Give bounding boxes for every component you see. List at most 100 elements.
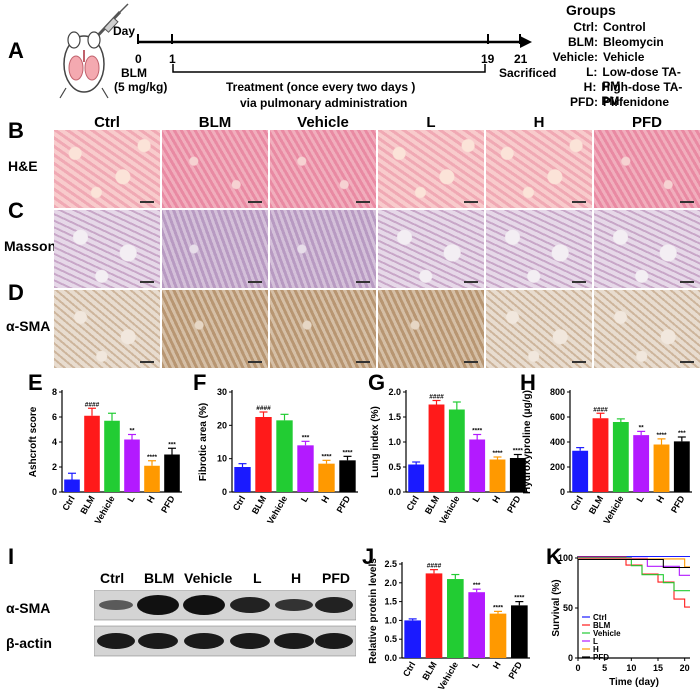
bar-pfd — [511, 605, 528, 658]
histology-column-l: L — [426, 114, 436, 131]
bar-l — [124, 439, 140, 492]
scale-bar — [248, 201, 262, 203]
asma-image-vehicle — [270, 290, 376, 368]
y-axis-label: Ashcroft score — [28, 406, 39, 477]
groups-legend-name: Pirfenidone — [603, 95, 670, 109]
he-image-pfd — [594, 130, 700, 208]
bar-blm — [255, 417, 272, 492]
panel-label-j: J — [362, 544, 375, 569]
treatment-description-line1: Treatment (once every two days ) — [226, 80, 416, 94]
x-tick-label: Ctrl — [404, 494, 420, 512]
groups-legend-row: L: Low-dose TA-PM — [530, 65, 698, 93]
y-tick-label: 0.0 — [384, 653, 397, 663]
y-tick-label: 2.0 — [388, 387, 401, 397]
y-tick-label: 0.0 — [388, 487, 401, 497]
panel-label-h: H — [520, 370, 536, 395]
x-tick-label: L — [470, 660, 482, 670]
significance-marker: *** — [302, 434, 310, 441]
significance-marker: #### — [429, 394, 444, 401]
y-tick-label: 800 — [550, 387, 565, 397]
bar-h — [653, 444, 670, 492]
y-tick-label: 0.5 — [384, 634, 397, 644]
x-tick-label: H — [319, 494, 331, 505]
x-tick-label: PFD — [159, 494, 177, 515]
timeline-day-label: Day — [113, 24, 136, 38]
masson-image-h — [486, 210, 592, 288]
x-tick-label: H — [491, 660, 503, 671]
panel-label-g: G — [368, 370, 386, 395]
panel-label-a: A — [8, 38, 24, 63]
lane-label-ctrl: Ctrl — [100, 570, 125, 586]
significance-marker: **** — [472, 428, 483, 435]
y-tick-label: 1.0 — [384, 615, 397, 625]
bar-pfd — [673, 441, 690, 492]
groups-legend-name: Control — [603, 20, 646, 34]
western-blot-image — [94, 590, 356, 657]
bar-ctrl — [234, 467, 251, 492]
x-tick-label: 0 — [575, 663, 580, 673]
significance-marker: *** — [168, 441, 176, 448]
lung-index-chart: Lung index (%) 0.0 0.5 1.0 1.5 2.0 Ctrl #### BLM… — [370, 387, 528, 526]
x-tick-label: PFD — [335, 494, 353, 515]
x-tick-label: Vehicle — [437, 494, 461, 526]
scale-bar — [248, 361, 262, 363]
significance-marker: *** — [678, 430, 686, 437]
hydroxyproline-chart: Hydroxyproline (μg/g) 0 200 400 600 800 Ctrl ##… — [522, 387, 692, 526]
bar-ctrl — [64, 479, 80, 492]
x-tick-label: Ctrl — [568, 494, 584, 512]
scale-bar — [572, 281, 586, 283]
scale-bar — [140, 201, 154, 203]
y-tick-label: 0.5 — [388, 462, 401, 472]
y-tick-label: 2 — [52, 462, 57, 472]
scale-bar — [356, 281, 370, 283]
survival-line-l — [578, 557, 690, 576]
x-tick-label: Ctrl — [231, 494, 247, 512]
x-tick-label: PFD — [669, 494, 687, 515]
lane-label-h: H — [291, 570, 302, 586]
y-tick-label: 600 — [550, 412, 565, 422]
lane-label-l: L — [253, 570, 262, 586]
y-tick-label: 400 — [550, 437, 565, 447]
he-image-vehicle — [270, 130, 376, 208]
bar-h — [489, 613, 507, 658]
panel-label-f: F — [193, 370, 207, 395]
legend-label: H — [593, 645, 599, 654]
x-tick-label: 20 — [680, 663, 690, 673]
he-image-ctrl — [54, 130, 160, 208]
bar-blm — [425, 573, 443, 658]
survival-line-pfd — [578, 558, 690, 569]
histology-column-pfd: PFD — [632, 114, 662, 131]
he-image-blm — [162, 130, 268, 208]
panel-label-d: D — [8, 280, 24, 305]
bar-vehicle — [612, 422, 629, 492]
scale-bar — [464, 201, 478, 203]
timeline-day-21: 21 — [514, 52, 528, 66]
legend-label: PFD — [593, 653, 609, 662]
survival-curve-chart: Survival (%) 0 50 100 0 5 10 15 20 Time (day) Ctrl… — [551, 553, 690, 688]
significance-marker: **** — [492, 450, 503, 457]
sacrificed-label: Sacrificed — [499, 66, 557, 80]
significance-marker: #### — [256, 405, 271, 412]
bar-pfd — [509, 458, 526, 492]
masson-image-l — [378, 210, 484, 288]
timeline-day-1: 1 — [169, 52, 176, 66]
bar-vehicle — [447, 579, 464, 658]
y-tick-label: 0 — [560, 487, 565, 497]
survival-line-h — [578, 558, 690, 568]
x-tick-label: Vehicle — [601, 494, 625, 526]
bar-blm — [84, 415, 100, 492]
x-tick-label: 10 — [626, 663, 636, 673]
bar-pfd — [164, 454, 180, 492]
masson-image-blm — [162, 210, 268, 288]
groups-legend-abbr: PFD: — [570, 95, 598, 109]
masson-image-pfd — [594, 210, 700, 288]
histology-column-blm: BLM — [198, 114, 232, 131]
bar-ctrl — [572, 450, 589, 492]
significance-marker: **** — [147, 454, 158, 461]
bar-ctrl — [408, 464, 425, 492]
significance-marker: **** — [656, 432, 667, 439]
x-tick-label: H — [654, 494, 666, 505]
timeline-day-0: 0 — [135, 52, 142, 66]
treatment-description-line2: via pulmonary administration — [240, 96, 408, 110]
y-tick-label: 200 — [550, 462, 565, 472]
